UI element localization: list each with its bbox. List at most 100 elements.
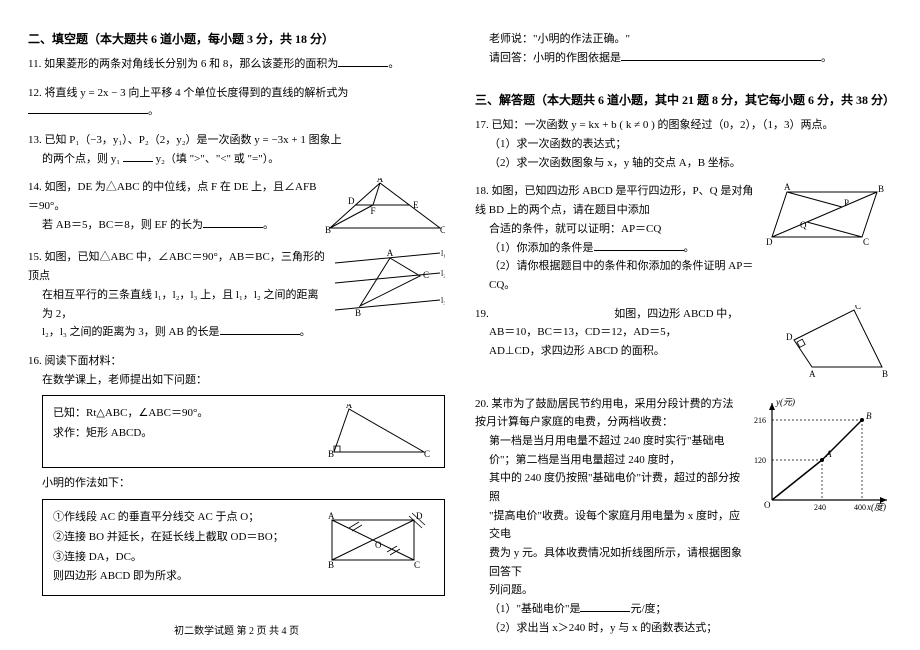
fig20-y1: 120: [754, 456, 766, 465]
q18-1-blank: [594, 239, 684, 251]
fig14-A: A: [377, 178, 384, 184]
box1-l1: 已知：Rt△ABC，∠ABC＝90°。: [53, 404, 314, 424]
q14-blank: [203, 216, 263, 228]
q13: 13. 已知 P₁（−3，y₁）、P₂（2，y₂）是一次函数 y = −3x +…: [28, 131, 445, 168]
fig14-C: C: [440, 225, 445, 235]
fig18-Q: Q: [800, 220, 807, 230]
section2-title: 二、填空题（本大题共 6 道小题，每小题 3 分，共 18 分）: [28, 30, 445, 47]
q20-l1: 20. 某市为了鼓励居民节约用电，采用分段计费的方法按月计算每户家庭的电费，分两…: [475, 395, 744, 432]
q14-line1: 14. 如图，DE 为△ABC 的中位线，点 F 在 DE 上，且∠AFB＝90…: [28, 178, 317, 215]
fig19-C: C: [855, 305, 861, 311]
q11: 11. 如果菱形的两条对角线长分别为 6 和 8，那么该菱形的面积为。: [28, 55, 445, 74]
q13-blank: [123, 150, 153, 162]
fig20-x2: 400: [854, 503, 866, 512]
q20-2: （2）求出当 x＞240 时，y 与 x 的函数表达式；: [489, 619, 744, 638]
fig14-F: F: [370, 206, 375, 216]
q20-1-row: （1）"基础电价"是元/度；: [489, 600, 744, 619]
fig20-ylabel: y(元): [775, 397, 795, 407]
fig20-ptA: A: [825, 449, 832, 459]
q20-text-block: 20. 某市为了鼓励居民节约用电，采用分段计费的方法按月计算每户家庭的电费，分两…: [475, 395, 744, 638]
box2-text: ①作线段 AC 的垂直平分线交 AC 于点 O； ②连接 BO 并延长，在延长线…: [53, 508, 304, 587]
q16: 16. 阅读下面材料： 在数学课上，老师提出如下问题： 已知：Rt△ABC，∠A…: [28, 352, 445, 602]
q14-text-block: 14. 如图，DE 为△ABC 的中位线，点 F 在 DE 上，且∠AFB＝90…: [28, 178, 317, 234]
q18: 18. 如图，已知四边形 ABCD 是平行四边形，P、Q 是对角线 BD 上的两…: [475, 182, 892, 294]
q19: 19. 如图，四边形 ABCD 中， AB＝10，BC＝13，CD＝12，AD＝…: [475, 305, 892, 385]
q18-1-row: （1）你添加的条件是。: [489, 239, 754, 258]
q18-2: （2）请你根据题目中的条件和你添加的条件证明 AP＝CQ。: [489, 257, 754, 294]
q15-blank: [220, 323, 300, 335]
q13-line1: 13. 已知 P₁（−3，y₁）、P₂（2，y₂）是一次函数 y = −3x +…: [28, 131, 445, 150]
fig20-O: O: [764, 500, 771, 510]
q16-cont: 老师说："小明的作法正确。" 请回答：小明的作图依据是。: [489, 30, 892, 67]
fig-q15: A B C l₁ l₂ l₃: [335, 248, 445, 318]
q13-line2: 的两个点，则 y₁ y₂（填 ">"、"<" 或 "="）。: [42, 150, 445, 169]
cont-l2-row: 请回答：小明的作图依据是。: [489, 49, 892, 68]
fig-q19: A B C D: [782, 305, 892, 385]
box2-l3: ③连接 DA，DC。: [53, 548, 304, 568]
right-column: 老师说："小明的作法正确。" 请回答：小明的作图依据是。 三、解答题（本大题共 …: [475, 30, 892, 630]
q16-mid: 小明的作法如下：: [42, 474, 445, 493]
q18-1: （1）你添加的条件是: [489, 242, 594, 254]
q20-1-blank: [580, 600, 630, 612]
q17-head: 17. 已知：一次函数 y = kx + b ( k ≠ 0 ) 的图象经过（0…: [475, 116, 892, 135]
q17: 17. 已知：一次函数 y = kx + b ( k ≠ 0 ) 的图象经过（0…: [475, 116, 892, 172]
q19-b: 如图，四边形 ABCD 中，: [614, 308, 738, 320]
q18-line2: 合适的条件，就可以证明：AP＝CQ: [489, 220, 754, 239]
q12-blank: [28, 102, 148, 114]
q12-text: 12. 将直线 y = 2x − 3 向上平移 4 个单位长度得到的直线的解析式…: [28, 87, 348, 99]
fig20-ptB: B: [866, 411, 872, 421]
q15-line1: 15. 如图，已知△ABC 中，∠ABC＝90°，AB＝BC，三角形的顶点: [28, 248, 327, 285]
fig18-A: A: [784, 182, 791, 192]
q20-l5: 费为 y 元。具体收费情况如折线图所示，请根据图象回答下: [489, 544, 744, 581]
q14: 14. 如图，DE 为△ABC 的中位线，点 F 在 DE 上，且∠AFB＝90…: [28, 178, 445, 238]
fig-q18: A B C D P Q: [762, 182, 892, 252]
fig14-D: D: [348, 196, 355, 206]
fig18-C: C: [863, 237, 869, 247]
cont-l2: 请回答：小明的作图依据是: [489, 52, 621, 64]
q17-2: （2）求一次函数图象与 x，y 轴的交点 A，B 坐标。: [489, 154, 892, 173]
figbox2-D: D: [416, 511, 423, 521]
q13-b: 的两个点，则 y₁: [42, 153, 120, 165]
q12: 12. 将直线 y = 2x − 3 向上平移 4 个单位长度得到的直线的解析式…: [28, 84, 445, 121]
figbox2-O: O: [375, 540, 382, 550]
fig19-B: B: [882, 369, 888, 379]
q14-b: 若 AB＝5，BC＝8，则 EF 的长为: [42, 219, 203, 231]
q11-blank: [338, 55, 388, 67]
cont-blank: [621, 49, 821, 61]
fig18-D: D: [766, 237, 773, 247]
fig-q20: O x(度) y(元) 240 400 120 216 A B: [752, 395, 892, 515]
q20-1a: （1）"基础电价"是: [489, 603, 580, 615]
q19-d: AD⊥CD，求四边形 ABCD 的面积。: [489, 342, 774, 361]
box1-text: 已知：Rt△ABC，∠ABC＝90°。 求作：矩形 ABCD。: [53, 404, 314, 444]
fig19-D: D: [786, 332, 793, 342]
fig-q14: A B C D E F: [325, 178, 445, 238]
q20-l6: 列问题。: [489, 581, 744, 600]
q19-num: 19.: [475, 308, 489, 320]
q18-line1: 18. 如图，已知四边形 ABCD 是平行四边形，P、Q 是对角线 BD 上的两…: [475, 182, 754, 219]
q15-c: l₂，l₃ 之间的距离为 3，则 AB 的长是: [42, 326, 220, 338]
q16-head: 16. 阅读下面材料：: [28, 352, 445, 371]
q18-text-block: 18. 如图，已知四边形 ABCD 是平行四边形，P、Q 是对角线 BD 上的两…: [475, 182, 754, 294]
q19-row1: 19. 如图，四边形 ABCD 中，: [475, 305, 774, 324]
fig15-C: C: [423, 270, 429, 280]
q16-box1: 已知：Rt△ABC，∠ABC＝90°。 求作：矩形 ABCD。 A B C: [42, 395, 445, 468]
q19-c: AB＝10，BC＝13，CD＝12，AD＝5，: [489, 323, 774, 342]
figbox1-C: C: [424, 449, 430, 459]
q20: 20. 某市为了鼓励居民节约用电，采用分段计费的方法按月计算每户家庭的电费，分两…: [475, 395, 892, 638]
fig15-l1: l₁: [441, 249, 445, 258]
q13-c: y₂（填 ">"、"<" 或 "="）。: [156, 153, 280, 165]
fig-box1: A B C: [324, 404, 434, 459]
q20-l4: "提高电价"收费。设每个家庭月用电量为 x 度时，应交电: [489, 507, 744, 544]
fig15-l2: l₂: [441, 269, 445, 278]
q16-intro: 在数学课上，老师提出如下问题：: [42, 371, 445, 390]
q15-text-block: 15. 如图，已知△ABC 中，∠ABC＝90°，AB＝BC，三角形的顶点 在相…: [28, 248, 327, 341]
fig-box2: A B C D O: [314, 508, 434, 573]
fig15-B: B: [355, 308, 361, 318]
fig15-l3: l₃: [441, 296, 445, 305]
q17-1: （1）求一次函数的表达式；: [489, 135, 892, 154]
fig15-A: A: [387, 248, 394, 258]
q16-box2: ①作线段 AC 的垂直平分线交 AC 于点 O； ②连接 BO 并延长，在延长线…: [42, 499, 445, 596]
fig18-B: B: [878, 184, 884, 194]
box2-l4: 则四边形 ABCD 即为所求。: [53, 567, 304, 587]
figbox2-C: C: [414, 560, 420, 570]
